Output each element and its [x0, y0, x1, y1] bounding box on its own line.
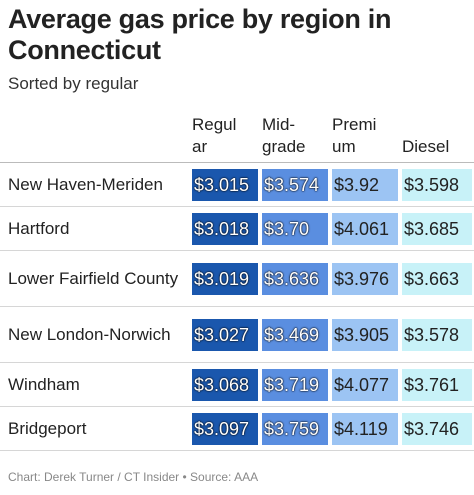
- chart-footer: Chart: Derek Turner / CT Insider • Sourc…: [8, 470, 259, 484]
- gas-price-table: Regul ar Mid-grade Premi um Diesel New Haven-…: [0, 112, 474, 451]
- price-cell: $4.061: [330, 206, 400, 251]
- region-cell: Windham: [0, 362, 190, 407]
- price-value: $3.027: [192, 318, 258, 351]
- price-cell: $3.015: [190, 162, 260, 207]
- price-cell: $3.976: [330, 250, 400, 307]
- price-value: $4.061: [332, 212, 398, 245]
- region-cell: Hartford: [0, 206, 190, 251]
- price-value: $3.574: [262, 168, 328, 201]
- column-header-label: Mid-: [262, 115, 296, 134]
- price-value: $4.119: [332, 412, 398, 445]
- price-value: $3.746: [402, 412, 472, 445]
- price-cell: $3.685: [400, 206, 474, 251]
- region-cell: Bridgeport: [0, 406, 190, 451]
- price-cell: $3.636: [260, 250, 330, 307]
- price-value: $3.761: [402, 368, 472, 401]
- price-value: $3.015: [192, 168, 258, 201]
- price-cell: $3.068: [190, 362, 260, 407]
- column-header-label: Regul: [192, 115, 237, 134]
- price-value: $3.905: [332, 318, 398, 351]
- column-header-label: Diesel: [402, 137, 450, 156]
- header-row: Regul ar Mid-grade Premi um Diesel: [0, 112, 474, 163]
- price-cell: $3.663: [400, 250, 474, 307]
- price-value: $3.019: [192, 262, 258, 295]
- price-cell: $3.70: [260, 206, 330, 251]
- price-value: $4.077: [332, 368, 398, 401]
- price-value: $3.685: [402, 212, 472, 245]
- price-value: $3.598: [402, 168, 472, 201]
- price-value: $3.70: [262, 212, 328, 245]
- price-cell: $4.119: [330, 406, 400, 451]
- price-value: $3.097: [192, 412, 258, 445]
- price-value: $3.018: [192, 212, 258, 245]
- region-cell: New London-Norwich: [0, 306, 190, 363]
- price-value: $3.976: [332, 262, 398, 295]
- table-row: Hartford $3.018 $3.70 $4.061 $3.685: [0, 206, 474, 251]
- region-cell: New Haven-Meriden: [0, 162, 190, 207]
- price-value: $3.469: [262, 318, 328, 351]
- table-row: Windham $3.068 $3.719 $4.077 $3.761: [0, 362, 474, 407]
- price-value: $3.636: [262, 262, 328, 295]
- column-header-label: um: [332, 137, 356, 156]
- column-header: Premi um: [330, 112, 400, 163]
- price-cell: $3.598: [400, 162, 474, 207]
- price-value: $3.068: [192, 368, 258, 401]
- column-header: Mid-grade: [260, 112, 330, 163]
- price-cell: $3.574: [260, 162, 330, 207]
- price-cell: $4.077: [330, 362, 400, 407]
- price-cell: $3.019: [190, 250, 260, 307]
- column-header-label: ar: [192, 137, 208, 156]
- chart-subtitle: Sorted by regular: [8, 74, 139, 93]
- price-cell: $3.097: [190, 406, 260, 451]
- table-row: New London-Norwich $3.027 $3.469 $3.905 $3.5…: [0, 306, 474, 363]
- table-row: Lower Fairfield County $3.019 $3.636 $3.976…: [0, 250, 474, 307]
- region-column-header: [0, 112, 190, 163]
- chart-title: Average gas price by region in Connectic…: [8, 4, 392, 65]
- table-row: Bridgeport $3.097 $3.759 $4.119 $3.746: [0, 406, 474, 451]
- price-value: $3.663: [402, 262, 472, 295]
- column-header-label: Premi: [332, 115, 377, 134]
- price-cell: $3.761: [400, 362, 474, 407]
- column-header: Diesel: [400, 112, 474, 163]
- price-value: $3.92: [332, 168, 398, 201]
- column-header-label: grade: [262, 137, 306, 156]
- price-cell: $3.578: [400, 306, 474, 363]
- table-row: New Haven-Meriden $3.015 $3.574 $3.92 $3.598: [0, 162, 474, 207]
- column-header: Regul ar: [190, 112, 260, 163]
- price-cell: $3.905: [330, 306, 400, 363]
- table-body: New Haven-Meriden $3.015 $3.574 $3.92 $3.598…: [0, 162, 474, 451]
- price-value: $3.719: [262, 368, 328, 401]
- price-cell: $3.027: [190, 306, 260, 363]
- price-cell: $3.746: [400, 406, 474, 451]
- price-cell: $3.759: [260, 406, 330, 451]
- price-cell: $3.719: [260, 362, 330, 407]
- price-cell: $3.469: [260, 306, 330, 363]
- price-cell: $3.018: [190, 206, 260, 251]
- price-value: $3.578: [402, 318, 472, 351]
- price-value: $3.759: [262, 412, 328, 445]
- region-cell: Lower Fairfield County: [0, 250, 190, 307]
- price-cell: $3.92: [330, 162, 400, 207]
